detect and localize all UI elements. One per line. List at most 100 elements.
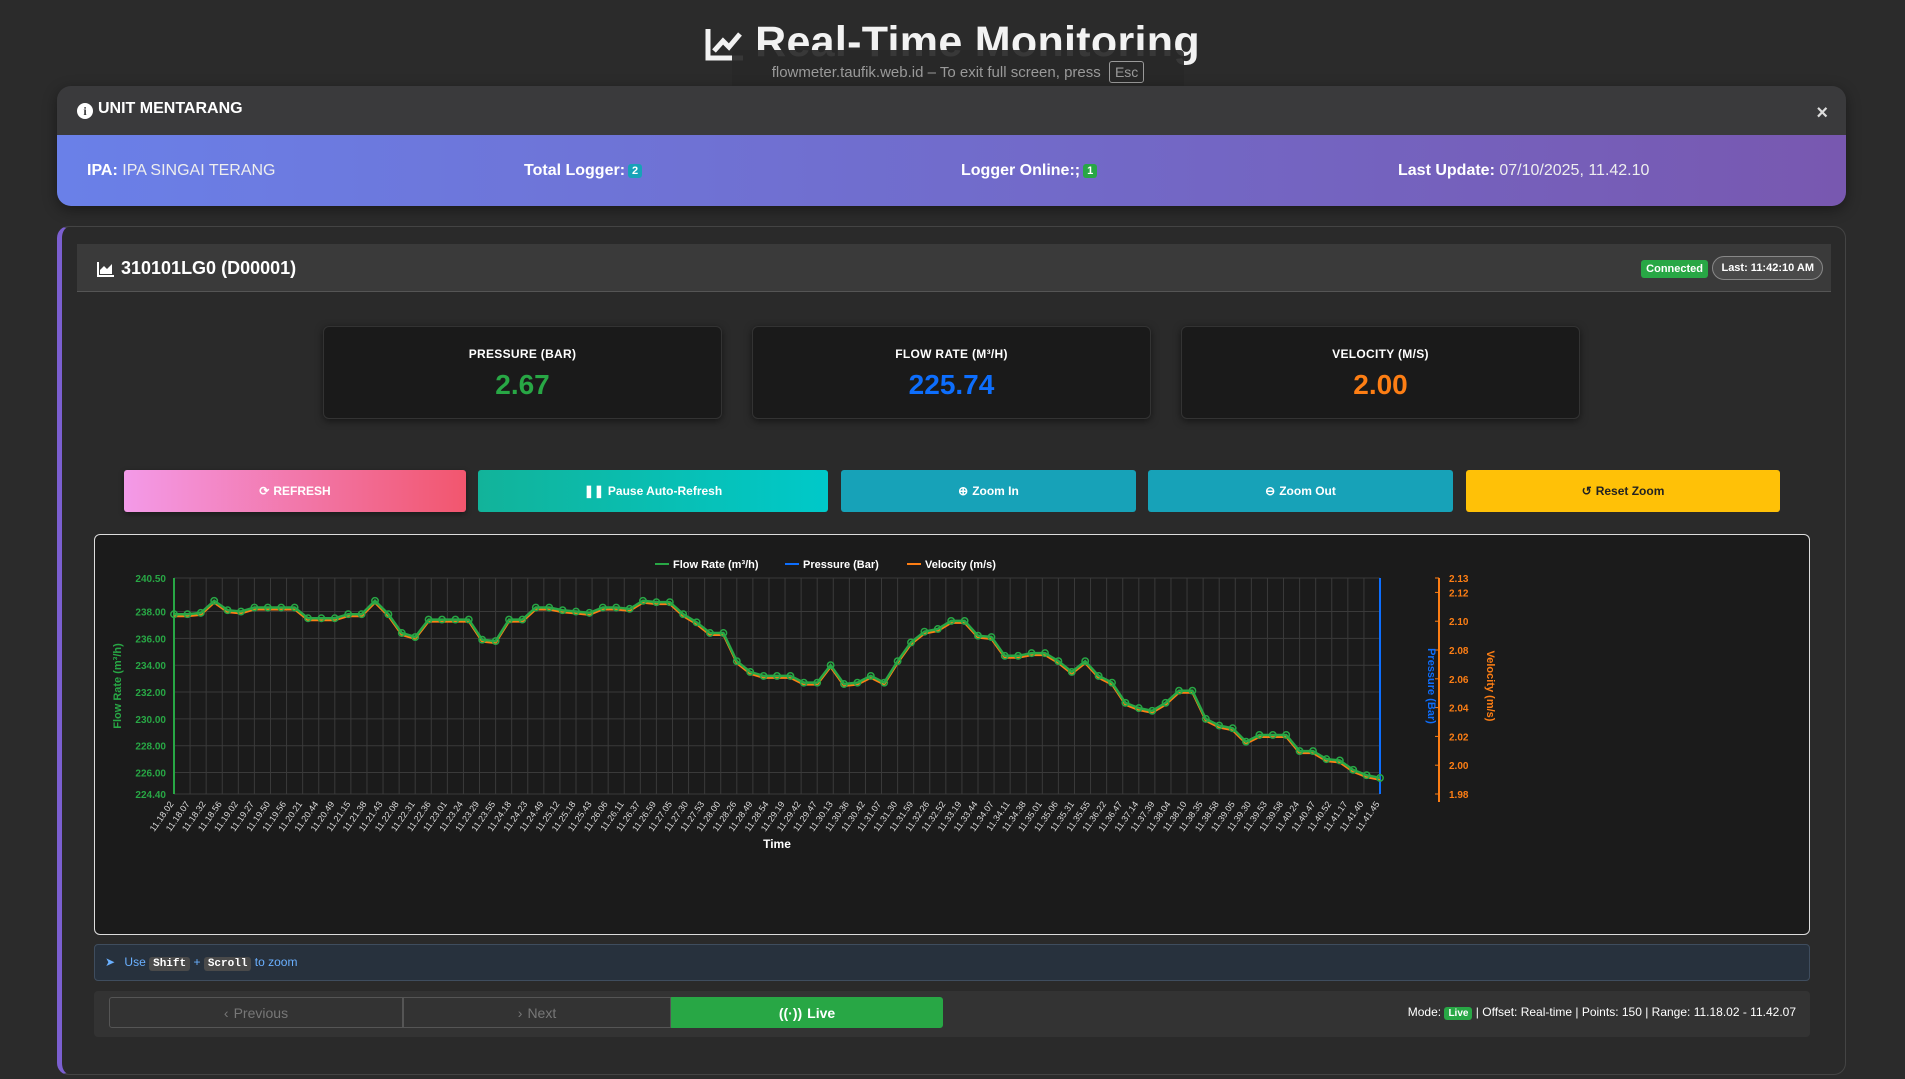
flow-rate-point xyxy=(357,610,366,619)
flow-rate-point xyxy=(947,616,956,625)
flow-rate-point xyxy=(317,614,326,623)
y-right-tick-label: 2.00 xyxy=(1449,761,1469,772)
flow-rate-point xyxy=(933,625,942,633)
logger-online-label: Logger Online:; xyxy=(961,161,1081,179)
flow-rate-point xyxy=(424,615,433,624)
flow-rate-point xyxy=(572,607,580,616)
pressure-label: PRESSURE (BAR) xyxy=(468,347,577,361)
y-left-tick-label: 230.00 xyxy=(135,715,166,726)
total-logger-label: Total Logger: xyxy=(524,161,626,179)
flow-rate-point xyxy=(987,633,996,641)
flow-rate-point xyxy=(612,603,621,612)
flow-rate-point xyxy=(1134,704,1143,713)
flow-rate-point xyxy=(840,680,848,688)
hint-plus: + xyxy=(193,955,201,969)
unit-summary: IPA: IPA SINGAI TERANG Total Logger: 2 Lo… xyxy=(57,135,1846,206)
next-label: Next xyxy=(527,1004,557,1021)
y-left-tick-label: 234.00 xyxy=(135,661,166,672)
logger-card: 310101LG0 (D00001) Connected Last: 11:42… xyxy=(57,226,1846,1075)
zoom-in-button[interactable]: ⊕ Zoom In xyxy=(841,470,1136,512)
flow-rate-point xyxy=(920,627,929,636)
flow-rate-point xyxy=(1349,765,1358,774)
pressure-card: PRESSURE (BAR) 2.67 xyxy=(323,326,722,419)
shift-key: Shift xyxy=(149,957,191,971)
zoom-out-button[interactable]: ⊖ Zoom Out xyxy=(1148,470,1453,512)
logger-header: 310101LG0 (D00001) Connected Last: 11:42… xyxy=(77,244,1831,292)
flow-rate-point xyxy=(625,604,634,613)
y-right-tick-label: 2.13 xyxy=(1449,574,1469,585)
flow-rate-point xyxy=(237,607,245,616)
flow-rate-point xyxy=(826,661,835,670)
refresh-label: REFRESH xyxy=(273,484,331,498)
flow-rate-point xyxy=(518,615,527,624)
esc-key: Esc xyxy=(1108,61,1145,83)
flow-rate-point xyxy=(1295,747,1304,756)
flow-rate-point xyxy=(719,629,728,637)
mode-live-badge: Live xyxy=(1444,1007,1473,1020)
y-left-tick-label: 228.00 xyxy=(135,742,166,753)
ipa-info: IPA: IPA SINGAI TERANG xyxy=(87,162,524,180)
pause-auto-refresh-button[interactable]: ❚❚ Pause Auto-Refresh xyxy=(478,470,828,512)
unit-header: i UNIT MENTARANG × xyxy=(57,86,1846,135)
mode-label: Mode: xyxy=(1407,1005,1442,1019)
y-right-tick-label: 2.02 xyxy=(1449,732,1469,743)
unit-card: i UNIT MENTARANG × IPA: IPA SINGAI TERANG… xyxy=(57,86,1846,206)
flow-rate-value: 225.74 xyxy=(908,369,995,400)
last-update-info: Last Update: 07/10/2025, 11.42.10 xyxy=(1398,162,1835,180)
flow-rate-point xyxy=(585,608,594,617)
flow-rate-point xyxy=(1362,771,1371,780)
flow-rate-point xyxy=(1309,747,1317,756)
flow-rate-point xyxy=(210,596,219,605)
refresh-button[interactable]: ⟳ REFRESH xyxy=(124,470,466,512)
logger-title: 310101LG0 (D00001) xyxy=(121,258,297,278)
logger-online-badge: 1 xyxy=(1083,163,1098,178)
x-axis-title: Time xyxy=(763,837,791,851)
hint-use: Use xyxy=(124,955,146,969)
flow-rate-point xyxy=(531,603,540,612)
flow-rate-point xyxy=(397,629,406,637)
total-logger-badge: 2 xyxy=(628,163,643,178)
y-axis-left-title: Flow Rate (m³/h) xyxy=(112,643,124,729)
flow-rate-point xyxy=(598,603,607,612)
mode-details: | Offset: Real-time | Points: 150 | Rang… xyxy=(1475,1005,1796,1019)
pause-label: Pause Auto-Refresh xyxy=(607,484,723,498)
close-icon[interactable]: × xyxy=(1816,102,1828,124)
flow-rate-point xyxy=(1322,755,1331,764)
y-right-tick-label: 2.08 xyxy=(1449,646,1469,657)
flow-rate-point xyxy=(290,603,299,612)
previous-button[interactable]: ‹ Previous xyxy=(109,997,403,1028)
flow-rate-point xyxy=(371,596,379,605)
chevron-right-icon: › xyxy=(517,1004,523,1021)
flow-rate-point xyxy=(1215,721,1224,730)
pointer-icon: ➤ xyxy=(105,955,116,969)
flow-rate-point xyxy=(411,633,420,641)
flow-rate-point xyxy=(170,610,178,619)
reset-zoom-button[interactable]: ↺ Reset Zoom xyxy=(1466,470,1780,512)
flow-rate-point xyxy=(893,657,902,666)
line-chart[interactable]: 11.18.02 11.18.07 11.18.32 11.18.56 11.19.02… xyxy=(94,534,1810,935)
flow-rate-point xyxy=(759,671,768,680)
flow-rate-point xyxy=(183,610,192,619)
flow-rate-point xyxy=(732,657,741,666)
unit-name: UNIT MENTARANG xyxy=(98,100,243,117)
live-button[interactable]: ((·)) Live xyxy=(671,997,943,1028)
velocity-line xyxy=(174,601,1381,781)
flow-rate-point xyxy=(196,608,205,617)
zoom-out-label: Zoom Out xyxy=(1279,484,1336,498)
last-time-badge: Last: 11:42:10 AM xyxy=(1712,256,1823,280)
legend-label: Velocity (m/s) xyxy=(925,559,996,571)
velocity-label: VELOCITY (M/S) xyxy=(1332,347,1429,361)
next-button[interactable]: › Next xyxy=(403,997,671,1028)
flow-rate-point xyxy=(974,631,982,640)
flow-rate-point xyxy=(786,671,795,680)
flow-rate-point xyxy=(706,629,714,637)
flow-rate-point xyxy=(1161,698,1170,707)
flow-rate-point xyxy=(1335,756,1344,765)
flow-rate-point xyxy=(1054,657,1063,666)
broadcast-icon: ((·)) xyxy=(778,1004,803,1021)
flow-rate-point xyxy=(505,615,513,624)
y-axis-velocity-title: Velocity (m/s) xyxy=(1484,651,1496,722)
flow-rate-point xyxy=(880,678,889,687)
flow-rate-point xyxy=(304,614,312,623)
flow-rate-point xyxy=(1027,649,1036,658)
